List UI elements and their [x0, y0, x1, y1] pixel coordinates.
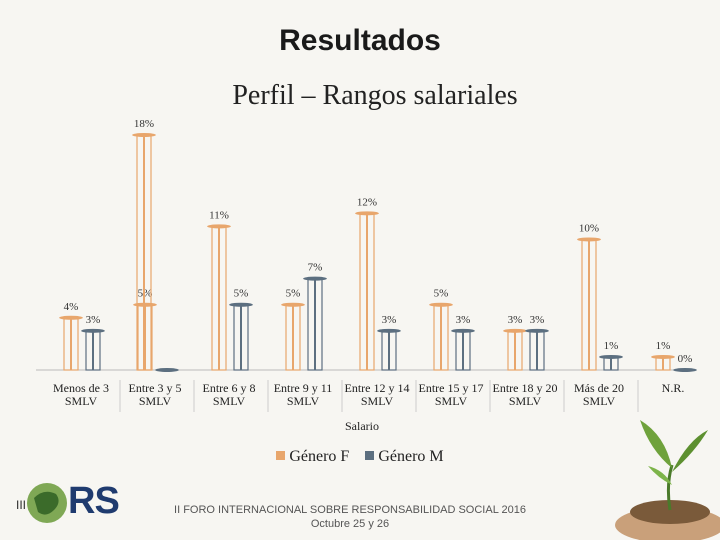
bar-f-0-cap [59, 315, 83, 320]
x-tick-label-4-1: SMLV [361, 394, 394, 408]
bar-f-2-cap [207, 224, 231, 229]
bar-m-0-label: 3% [86, 314, 101, 326]
x-tick-label-2-1: SMLV [213, 394, 246, 408]
bar-m-5-cap [451, 328, 475, 333]
bar-f-7-label: 10% [579, 222, 599, 234]
bar-m-3-label: 7% [308, 262, 323, 274]
x-tick-label-3-1: SMLV [287, 394, 320, 408]
legend-label-m: Género M [378, 448, 444, 465]
bar-m-3-cap [303, 276, 327, 281]
bar-m-5-label: 3% [456, 314, 471, 326]
x-axis-label: Salario [345, 419, 379, 433]
bar-f-8-label: 1% [656, 340, 671, 352]
bar-f-7-cap [577, 237, 601, 242]
x-tick-label-4-0: Entre 12 y 14 [345, 381, 410, 395]
globe-icon [27, 483, 67, 523]
x-tick-label-6-1: SMLV [509, 394, 542, 408]
bar-f-3-cap [281, 302, 305, 307]
x-tick-label-8-0: N.R. [662, 381, 685, 395]
x-tick-label-2-0: Entre 6 y 8 [203, 381, 256, 395]
legend-item-f: Género F [276, 448, 349, 466]
x-tick-label-3-0: Entre 9 y 11 [274, 381, 333, 395]
bar-m-1-cap [155, 368, 179, 372]
bar-m-2-label: 5% [234, 288, 249, 300]
slide-title: Resultados [279, 24, 441, 57]
x-tick-label-0-1: SMLV [65, 394, 98, 408]
bar-f-4-cap [355, 211, 379, 216]
bar-m-0-cap [81, 328, 105, 333]
bar-m-7-cap [599, 354, 623, 359]
bar-m-4-label: 3% [382, 314, 397, 326]
bar-f-6-label: 3% [508, 314, 523, 326]
bar-f-extra-label: 18% [134, 118, 154, 130]
bar-f-4-label: 12% [357, 196, 377, 208]
legend-item-m: Género M [365, 448, 444, 466]
logo-prefix: III [16, 498, 27, 512]
bar-m-7-label: 1% [604, 340, 619, 352]
legend-swatch-m [365, 450, 375, 460]
x-tick-label-6-0: Entre 18 y 20 [493, 381, 558, 395]
bar-m-6-label: 3% [530, 314, 545, 326]
rs-logo: III RS [16, 480, 120, 526]
chart-legend: Género F Género M [0, 448, 720, 466]
x-tick-label-7-0: Más de 20 [574, 381, 624, 395]
footer-line-1: II FORO INTERNACIONAL SOBRE RESPONSABILI… [174, 504, 526, 516]
legend-label-f: Género F [289, 448, 350, 465]
plant-in-hands-image [615, 420, 720, 540]
footer-line-2: Octubre 25 y 26 [310, 518, 390, 530]
bar-m-2-cap [229, 302, 253, 307]
bar-f-8-cap [651, 354, 675, 359]
bar-m-8-cap [673, 368, 697, 372]
x-tick-label-1-1: SMLV [139, 394, 172, 408]
bar-f-6-cap [503, 328, 527, 333]
x-tick-label-0-0: Menos de 3 [53, 381, 109, 395]
bar-f-2-label: 11% [209, 209, 229, 221]
legend-swatch-f [276, 450, 286, 460]
x-tick-label-5-1: SMLV [435, 394, 468, 408]
bar-f-extra-cap [132, 133, 156, 137]
bar-f-5-label: 5% [434, 288, 449, 300]
bar-m-6-cap [525, 328, 549, 333]
bar-f-3-label: 5% [286, 288, 301, 300]
bar-m-8-label: 0% [678, 353, 693, 365]
bar-f-5-cap [429, 302, 453, 307]
footer-text: II FORO INTERNACIONAL SOBRE RESPONSABILI… [170, 503, 530, 531]
x-tick-label-1-0: Entre 3 y 5 [129, 381, 182, 395]
x-tick-label-5-0: Entre 15 y 17 [419, 381, 484, 395]
logo-text: RS [68, 480, 120, 522]
chart-title: Perfil – Rangos salariales [232, 80, 518, 111]
bar-f-0-label: 4% [64, 301, 79, 313]
x-tick-label-7-1: SMLV [583, 394, 616, 408]
bar-m-4-cap [377, 328, 401, 333]
